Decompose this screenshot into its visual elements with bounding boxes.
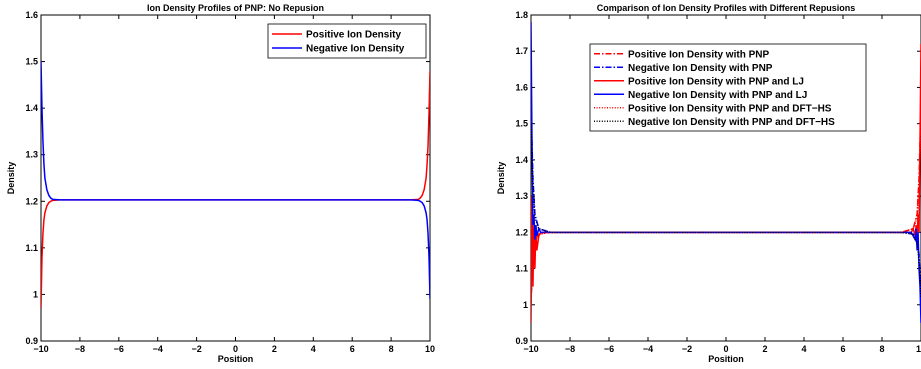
legend-box <box>589 43 867 132</box>
x-tick-label: 0 <box>233 344 238 354</box>
y-tick-label: 1.4 <box>25 103 38 113</box>
x-tick-label: 2 <box>272 344 277 354</box>
chart-panel-1: Ion Density Profiles of PNP: No Repusion… <box>6 3 435 364</box>
series-group <box>41 61 430 309</box>
x-tick-label: 10 <box>425 344 435 354</box>
x-tick-label: −6 <box>114 344 124 354</box>
y-tick-label: 1.5 <box>515 119 528 129</box>
y-tick-label: 1 <box>523 300 528 310</box>
y-axis-label: Density <box>496 162 506 195</box>
x-tick-label: 6 <box>350 344 355 354</box>
y-tick-label: 1.1 <box>515 264 528 274</box>
legend: Positive Ion Density Negative Ion Density <box>267 23 427 59</box>
legend-label-4: Negative Ion Density with PNP and LJ <box>628 90 807 101</box>
chart-panel-2: Comparison of Ion Density Profiles with … <box>496 3 921 364</box>
series-line-2 <box>41 61 430 300</box>
series-group <box>531 22 921 323</box>
legend-label-2: Negative Ion Density <box>306 44 405 55</box>
chart-title: Comparison of Ion Density Profiles with … <box>597 3 856 13</box>
legend: Positive Ion Density with PNP Negative Io… <box>589 43 867 132</box>
y-tick-label: 0.9 <box>515 336 528 346</box>
y-tick-label: 1.7 <box>515 46 528 56</box>
x-tick-label: 6 <box>840 344 845 354</box>
legend-label-2: Negative Ion Density with PNP <box>628 63 773 74</box>
y-tick-label: 1.6 <box>25 10 38 20</box>
legend-label-1: Positive Ion Density <box>306 30 401 41</box>
y-tick-label: 1.2 <box>25 196 38 206</box>
x-tick-label: 8 <box>879 344 884 354</box>
x-tick-label: −4 <box>643 344 653 354</box>
x-tick-label: 8 <box>389 344 394 354</box>
x-axis-label: Position <box>218 354 254 364</box>
legend-label-3: Positive Ion Density with PNP and LJ <box>628 76 804 87</box>
x-tick-label: −2 <box>682 344 692 354</box>
legend-label-5: Positive Ion Density with PNP and DFT−HS <box>628 103 832 114</box>
y-tick-label: 1.5 <box>25 57 38 67</box>
x-tick-label: 0 <box>723 344 728 354</box>
x-tick-label: 4 <box>801 344 806 354</box>
legend-label-6: Negative Ion Density with PNP and DFT−HS <box>628 117 835 128</box>
y-axis-label: Density <box>6 162 16 195</box>
y-tick-label: 1.3 <box>515 191 528 201</box>
x-tick-label: −6 <box>604 344 614 354</box>
chart-title: Ion Density Profiles of PNP: No Repusion <box>147 3 324 13</box>
y-tick-label: 1.8 <box>515 10 528 20</box>
y-tick-label: 1 <box>33 289 38 299</box>
y-tick-label: 1.2 <box>515 227 528 237</box>
x-tick-label: 2 <box>762 344 767 354</box>
x-tick-label: 4 <box>311 344 316 354</box>
legend-label-1: Positive Ion Density with PNP <box>628 49 769 60</box>
y-tick-label: 0.9 <box>25 336 38 346</box>
y-tick-label: 1.1 <box>25 243 38 253</box>
x-tick-label: −10 <box>33 344 48 354</box>
x-axis-label: Position <box>708 354 744 364</box>
x-tick-label: 10 <box>916 344 921 354</box>
x-tick-label: −4 <box>153 344 163 354</box>
y-tick-label: 1.4 <box>515 155 528 165</box>
y-tick-label: 1.6 <box>515 82 528 92</box>
x-tick-label: −8 <box>75 344 85 354</box>
x-tick-label: −8 <box>565 344 575 354</box>
plot-area <box>40 14 431 342</box>
x-tick-label: −10 <box>523 344 538 354</box>
legend-box <box>267 23 427 59</box>
series-line-6 <box>531 123 921 298</box>
x-tick-label: −2 <box>191 344 201 354</box>
series-line-4 <box>531 22 921 323</box>
y-tick-label: 1.3 <box>25 150 38 160</box>
